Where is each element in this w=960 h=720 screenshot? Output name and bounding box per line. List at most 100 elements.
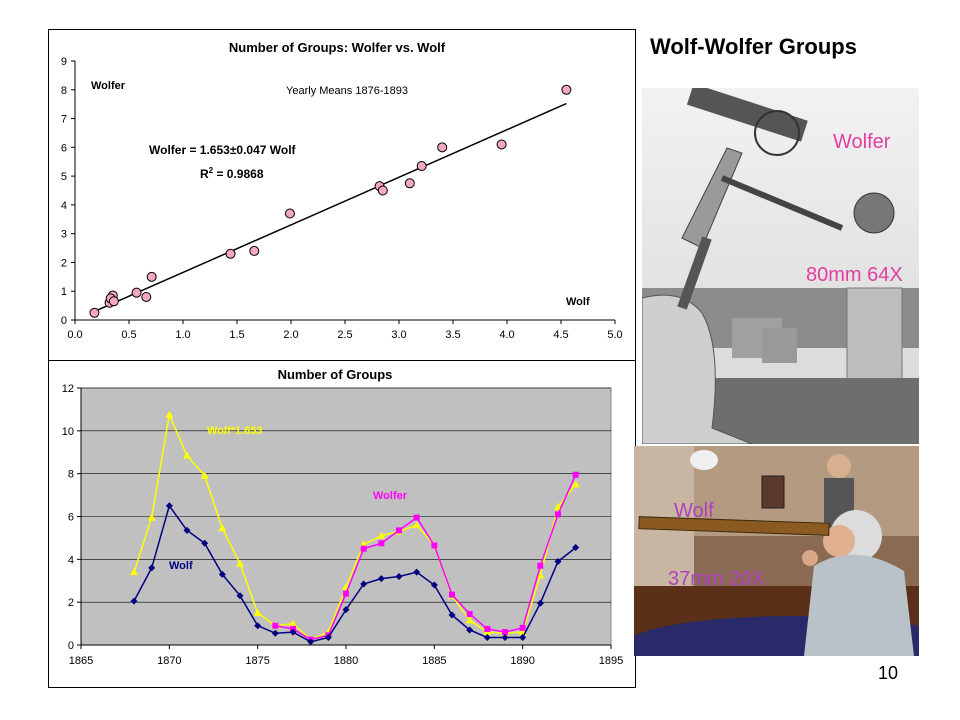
series-point-wolfer [449,591,455,598]
series-point-wolf [165,502,173,510]
series-point-wolf [289,628,297,636]
series-point-wolf [254,622,262,630]
scatter-chart-panel: Number of Groups: Wolfer vs. Wolf Yearly… [48,29,636,362]
series-point-wolf [148,564,156,572]
series-point-wolfer [537,562,544,569]
series-point-wolf [236,592,244,600]
series-point-wolfer [360,545,367,552]
wolf-telescope-photo [634,446,919,656]
series-point-wolf [519,634,527,642]
series-label-wolf: Wolf [169,560,193,572]
line-x-tick-label: 1890 [510,655,534,667]
scatter-y-tick-label: 1 [61,286,67,298]
scatter-y-tick-label: 3 [61,229,67,241]
series-label-wolf-scaled: Wolf*1.653 [207,425,262,437]
series-point-wolf [130,597,138,605]
scatter-point [225,248,236,259]
series-point-wolf-1-653 [236,559,244,567]
scatter-y-tick-label: 6 [61,142,67,154]
series-point-wolf [413,568,421,576]
series-point-wolf [536,599,544,607]
scatter-x-tick-label: 1.5 [229,329,244,341]
scatter-point [146,271,157,282]
scatter-y-tick-label: 7 [61,114,67,126]
scatter-x-tick-label: 4.0 [499,329,514,341]
line-y-tick-label: 12 [62,383,74,395]
line-x-tick-label: 1885 [422,655,446,667]
series-point-wolf [307,638,315,646]
scatter-point [284,208,295,219]
series-point-wolf-1-653 [183,451,191,459]
scatter-point [496,139,507,150]
line-y-tick-label: 8 [68,469,74,481]
page-number: 10 [878,663,899,683]
scatter-point [141,291,152,302]
scatter-x-tick-label: 0.0 [67,329,82,341]
line-y-tick-label: 0 [68,640,74,652]
series-point-wolf [554,557,562,565]
slide-title: Wolf-Wolfer Groups [650,34,857,59]
scatter-point [437,142,448,153]
line-x-tick-label: 1875 [245,655,269,667]
series-point-wolfer [519,624,526,631]
scatter-point [561,84,572,95]
series-point-wolfer [572,471,579,478]
series-point-wolf-1-653 [130,568,138,576]
series-point-wolf-1-653 [571,480,580,488]
scatter-y-tick-label: 2 [61,257,67,269]
line-x-tick-label: 1880 [334,655,358,667]
series-point-wolfer [555,511,561,518]
scatter-x-tick-label: 3.0 [391,329,406,341]
series-point-wolfer [484,625,491,632]
series-point-wolf [501,634,509,642]
series-label-wolfer: Wolfer [373,490,408,502]
scatter-point [89,307,100,318]
line-chart: Number of Groups 0 2 4 6 8 10 12 1865 1870 1875 18… [62,367,623,667]
series-point-wolf [218,570,226,578]
scatter-x-tick-label: 4.5 [553,329,568,341]
series-point-wolf [324,634,332,642]
series-point-wolfer [378,540,385,547]
series-point-wolf [360,580,368,588]
line-y-tick-label: 10 [62,426,74,438]
scatter-point [377,185,388,196]
scatter-x-tick-label: 3.5 [445,329,460,341]
scatter-point [108,296,119,307]
series-point-wolfer [413,514,420,521]
scatter-x-tick-label: 1.0 [175,329,190,341]
series-point-wolf [342,606,350,614]
scatter-point [416,161,427,172]
line-chart-title: Number of Groups [278,367,393,382]
scatter-annotation: Yearly Means 1876-1893 [286,85,408,97]
series-point-wolf-1-653 [377,531,386,539]
scatter-y-tick-label: 0 [61,315,67,327]
series-point-wolf [201,539,209,547]
line-y-tick-label: 6 [68,512,74,524]
series-point-wolfer [272,622,279,629]
wolfer-telescope-photo [642,88,919,444]
series-point-wolf-1-653 [536,571,545,579]
series-point-wolf [466,626,474,634]
series-point-wolf [395,572,403,580]
series-point-wolf-1-653 [359,540,368,548]
wolf-photo-spec: 37mm 20X [668,568,765,590]
scatter-chart-title: Number of Groups: Wolfer vs. Wolf [229,40,446,55]
line-y-tick-label: 4 [68,554,74,566]
scatter-y-tick-label: 4 [61,200,67,212]
series-point-wolfer [396,527,402,534]
series-point-wolfer [431,542,438,549]
scatter-r2: R2 = 0.9868 [200,166,264,181]
line-x-tick-label: 1870 [157,655,181,667]
wolfer-photo-label: Wolfer [833,131,891,153]
line-x-tick-label: 1865 [69,655,93,667]
scatter-y-tick-label: 8 [61,85,67,97]
wolfer-photo-spec: 80mm 64X [806,264,903,286]
scatter-y-tick-label: 5 [61,171,67,183]
scatter-xlabel: Wolf [566,296,590,308]
series-point-wolfer [343,590,349,597]
line-x-tick-label: 1895 [599,655,623,667]
series-point-wolf [483,634,491,642]
scatter-x-tick-label: 2.0 [283,329,298,341]
series-point-wolf-1-653 [253,608,262,616]
scatter-point [404,178,415,189]
